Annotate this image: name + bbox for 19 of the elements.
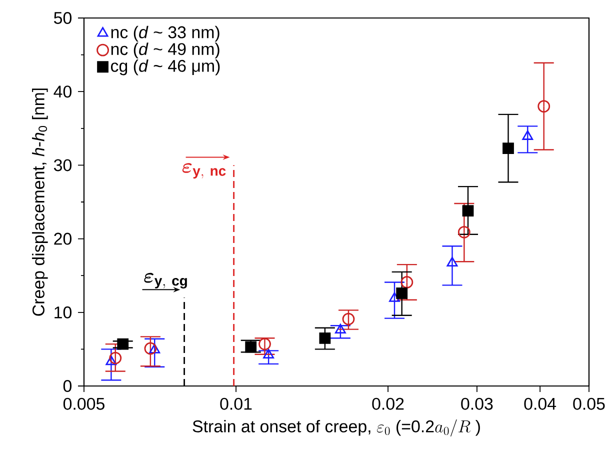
legend-label: nc (d ~ 49 nm) [111, 42, 220, 58]
x-tick-label: 0.03 [461, 398, 493, 410]
y-tick-label: 40 [54, 86, 72, 98]
y-tick-label: 20 [54, 232, 72, 245]
legend-label: nc (d ~ 33 nm) [111, 26, 220, 42]
x-axis-title: $\text{Strain at onset of creep, }\varepsilon_{0}\text{ (=0.2}a_{0}/R\text{ )}$ [192, 419, 480, 436]
y-tick-label: 0 [63, 380, 72, 392]
y-tick-label: 50 [54, 12, 72, 24]
ref-line-label: $\boldsymbol{\varepsilon}_{\mathbf{y,\ cg}}$ [144, 272, 187, 288]
x-tick-label: 0.02 [372, 398, 404, 410]
legend-label: cg (d ~ 46 μm) [110, 59, 220, 76]
x-tick-label: 0.04 [524, 398, 556, 410]
y-tick-label: 10 [54, 306, 72, 318]
x-tick-label: 0.005 [63, 398, 104, 410]
x-tick-label: 0.05 [573, 398, 605, 410]
y-axis-title: Creep displacement, h-h$_{0}$ [nm] [32, 88, 48, 316]
x-tick-label: 0.01 [220, 398, 252, 410]
y-tick-label: 30 [54, 159, 72, 172]
ref-line-label: $\boldsymbol{\varepsilon}_{\mathbf{y,\ nc}}$ [182, 163, 226, 179]
